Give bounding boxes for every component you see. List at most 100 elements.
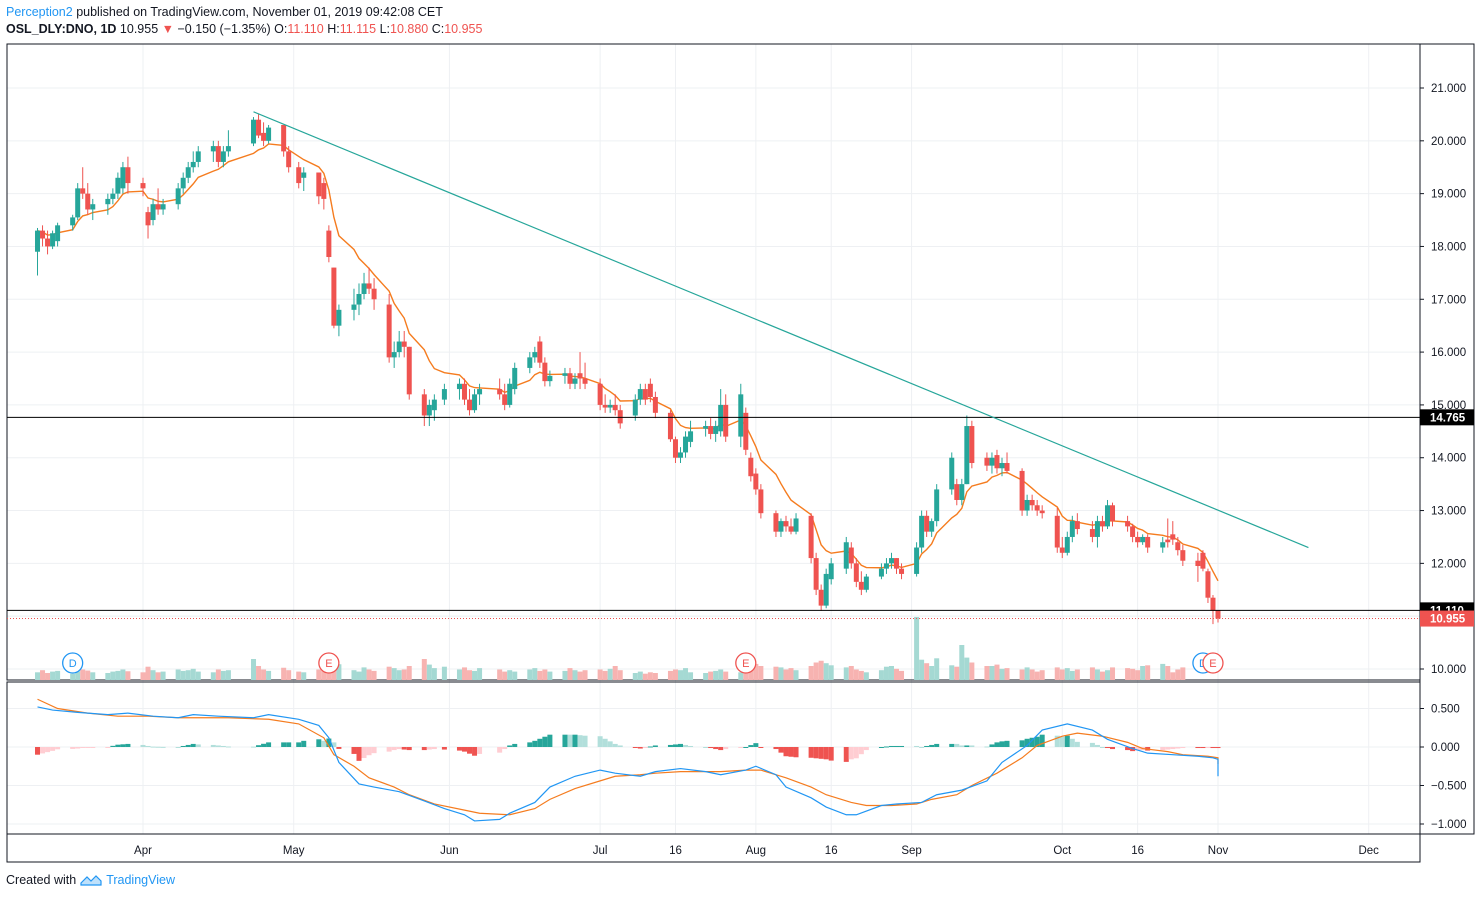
candle-body bbox=[401, 341, 407, 347]
candle-body bbox=[190, 161, 196, 168]
candles[interactable] bbox=[35, 114, 1221, 625]
candle-body bbox=[1130, 526, 1136, 537]
macd-histogram-bar bbox=[281, 742, 287, 747]
macd-histogram-bar bbox=[210, 744, 216, 747]
down-arrow-icon: ▼ bbox=[161, 22, 175, 36]
candle-body bbox=[853, 563, 859, 582]
volume-bar bbox=[607, 668, 613, 680]
volume-bar bbox=[110, 671, 116, 680]
candle-body bbox=[888, 558, 894, 564]
tradingview-logo-icon bbox=[80, 875, 102, 886]
macd-histogram-bar bbox=[1175, 747, 1181, 749]
volume-bar bbox=[783, 669, 789, 680]
volume-bar bbox=[949, 665, 955, 680]
macd-histogram-bar bbox=[155, 746, 161, 748]
candle-body bbox=[577, 373, 583, 379]
price-tag bbox=[1420, 610, 1474, 627]
candle-body bbox=[1135, 536, 1141, 543]
candle-body bbox=[582, 378, 588, 384]
volume-bar bbox=[371, 670, 377, 680]
event-markers[interactable]: DEEDE bbox=[62, 652, 1224, 674]
macd-histogram-bar bbox=[1019, 740, 1025, 747]
candle-body bbox=[1064, 536, 1070, 553]
ema-line-path bbox=[37, 143, 1219, 582]
candle-body bbox=[783, 521, 789, 527]
volume-bars bbox=[35, 617, 1186, 680]
candle-body bbox=[1165, 539, 1171, 543]
volume-bar bbox=[90, 672, 96, 680]
candle-body bbox=[788, 526, 794, 532]
macd-histogram-bar bbox=[1135, 747, 1141, 751]
macd-histogram-bar bbox=[778, 747, 784, 753]
macd-histogram-bar bbox=[999, 741, 1005, 747]
volume-bar bbox=[125, 671, 131, 680]
time-axis[interactable]: Apr May Jun Jul 16 Aug 16 Sep Oct 16 Nov Dec bbox=[134, 845, 1379, 857]
macd-pane bbox=[35, 698, 1221, 822]
y-tick-label: 13.000 bbox=[1431, 506, 1466, 518]
candle-body bbox=[828, 563, 834, 580]
macd-histogram-bar bbox=[150, 746, 156, 748]
macd-histogram-bar bbox=[477, 747, 483, 754]
candle-body bbox=[753, 473, 759, 490]
candle-body bbox=[40, 230, 46, 239]
macd-histogram-bar bbox=[1029, 737, 1035, 747]
candle-body bbox=[823, 573, 829, 606]
candle-body bbox=[1104, 505, 1110, 527]
candle-body bbox=[321, 183, 327, 199]
volume-bar bbox=[1130, 668, 1136, 680]
candle-body bbox=[1034, 505, 1040, 511]
macd-histogram-bar bbox=[617, 745, 623, 747]
volume-bar bbox=[642, 673, 648, 680]
author-link[interactable]: Perception2 bbox=[6, 5, 73, 19]
candle-body bbox=[547, 375, 553, 382]
volume-bar bbox=[456, 669, 462, 680]
created-with-text: Created with bbox=[6, 873, 77, 887]
volume-bar bbox=[652, 673, 658, 680]
x-tick-label: Apr bbox=[134, 845, 152, 857]
macd-histogram-bar bbox=[652, 745, 658, 747]
high-value: 11.115 bbox=[339, 22, 377, 36]
drawn-lines[interactable] bbox=[7, 111, 1420, 620]
volume-bar bbox=[1170, 672, 1176, 680]
macd-histogram-bar bbox=[602, 738, 608, 747]
publish-info: published on TradingView.com, November 0… bbox=[76, 5, 443, 19]
candle-body bbox=[1145, 536, 1151, 548]
macd-histogram-bar bbox=[195, 744, 201, 747]
volume-bar bbox=[708, 671, 714, 680]
volume-bar bbox=[632, 673, 638, 680]
macd-histogram-bar bbox=[1180, 747, 1186, 749]
candle-body bbox=[969, 426, 975, 464]
macd-histogram-bar bbox=[612, 743, 618, 747]
macd-histogram-bar bbox=[703, 747, 709, 748]
price-tag-label: 10.955 bbox=[1430, 614, 1466, 626]
volume-bar bbox=[1069, 670, 1075, 680]
volume-bar bbox=[994, 664, 1000, 680]
volume-bar bbox=[883, 666, 889, 680]
volume-bar bbox=[321, 670, 327, 680]
candle-body bbox=[818, 589, 824, 606]
candle-body bbox=[1099, 521, 1105, 527]
macd-histogram-bar bbox=[120, 744, 126, 747]
tradingview-link[interactable]: TradingView bbox=[106, 873, 175, 887]
event-marker-label: E bbox=[325, 658, 332, 670]
candle-body bbox=[421, 394, 427, 416]
macd-histogram-bar bbox=[366, 747, 372, 756]
macd-histogram-bar bbox=[456, 747, 462, 751]
y-tick-label: 15.000 bbox=[1431, 400, 1466, 412]
earnings-marker-icon bbox=[735, 652, 757, 674]
price-axis[interactable]: 21.000 20.000 19.000 18.000 17.000 16.000 15.0… bbox=[1420, 83, 1474, 831]
macd-histogram-bar bbox=[321, 740, 327, 747]
volume-bar bbox=[461, 667, 467, 680]
volume-bar bbox=[266, 670, 272, 680]
volume-bar bbox=[185, 670, 191, 680]
open-value: 11.110 bbox=[287, 22, 324, 36]
x-tick-label: Jun bbox=[440, 845, 459, 857]
last-price: 10.955 bbox=[119, 22, 159, 36]
macd-histogram-bar bbox=[371, 747, 377, 754]
volume-bar bbox=[55, 670, 61, 680]
macd-histogram-bar bbox=[894, 745, 900, 747]
volume-bar bbox=[1180, 667, 1186, 680]
footer: Created with TradingView bbox=[6, 873, 175, 887]
high-label: H: bbox=[327, 22, 340, 36]
